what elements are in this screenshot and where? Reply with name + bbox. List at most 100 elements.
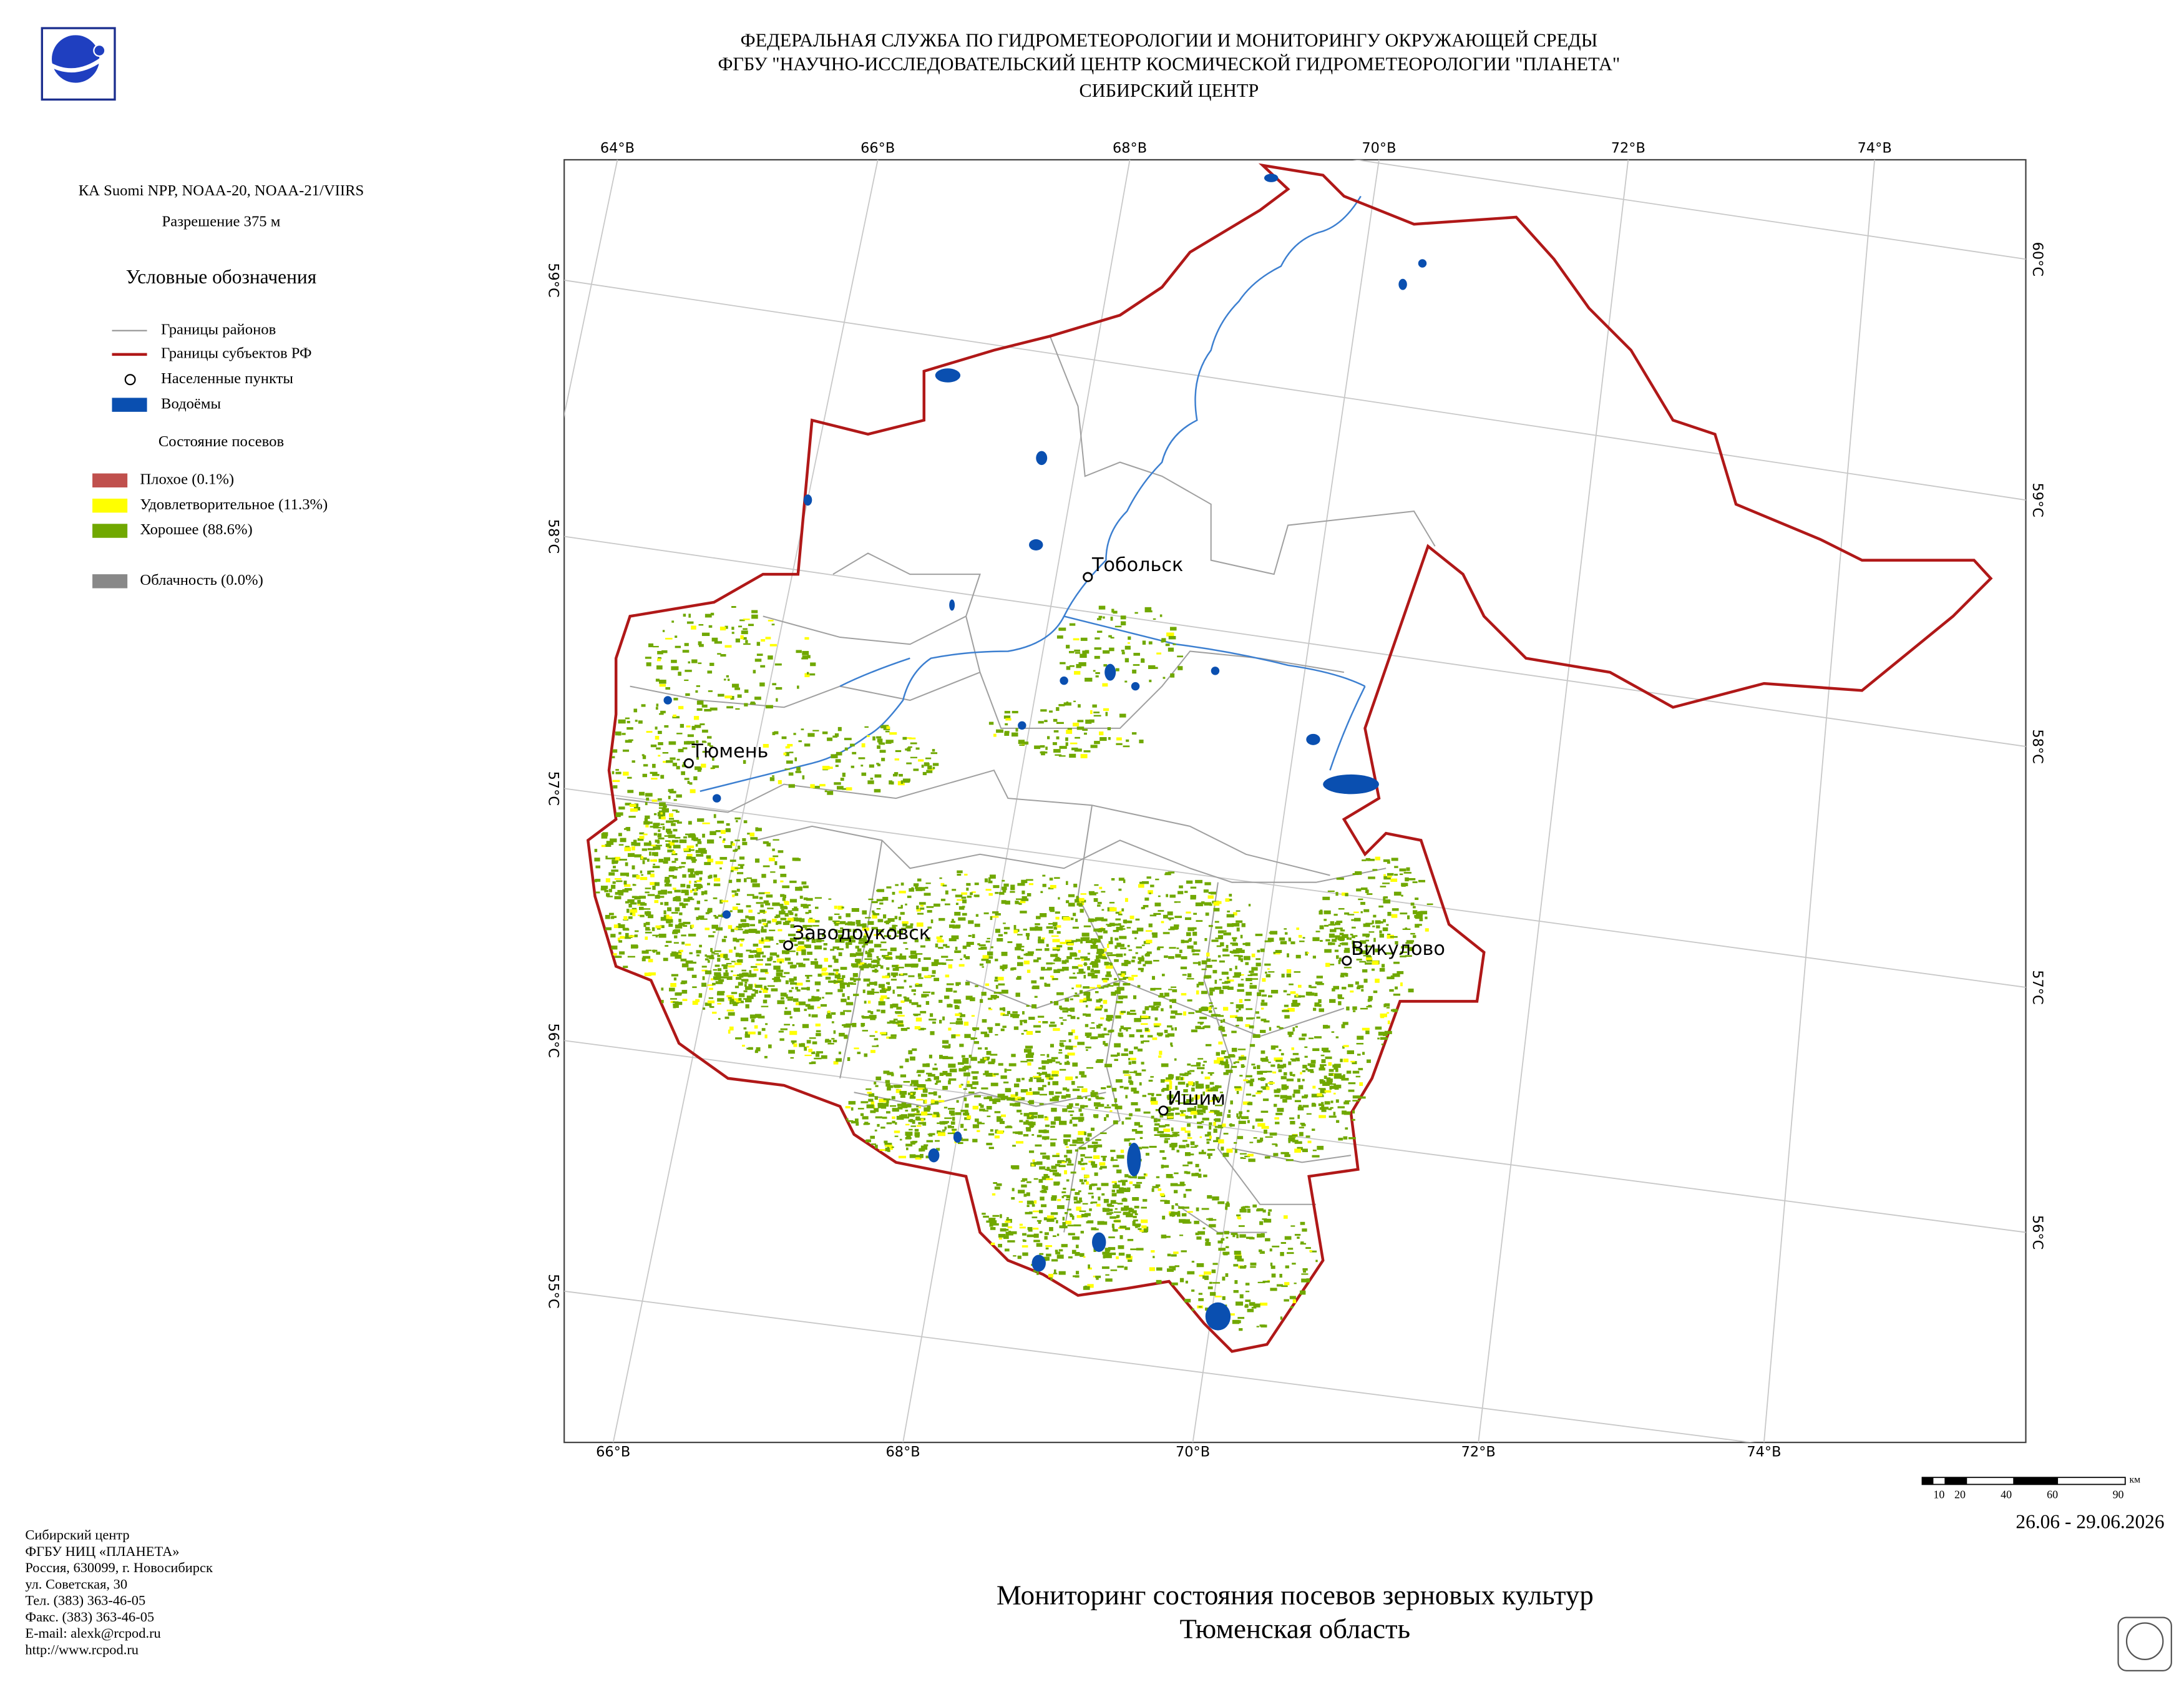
crop-patch (1284, 1015, 1290, 1019)
crop-patch (1268, 1062, 1271, 1063)
crop-patch (1073, 722, 1080, 726)
crop-patch (693, 839, 701, 841)
crop-patch (1066, 1150, 1073, 1154)
crop-patch (797, 941, 804, 945)
crop-patch (1213, 1128, 1217, 1133)
crop-patch (624, 936, 631, 939)
crop-patch (713, 897, 718, 899)
crop-patch (905, 925, 913, 929)
crop-patch (1043, 1217, 1050, 1221)
crop-patch (1138, 957, 1143, 960)
crop-patch (1291, 1059, 1297, 1062)
crop-patch (996, 1183, 1002, 1186)
crop-patch (945, 1072, 952, 1077)
crop-patch (1105, 1274, 1109, 1276)
crop-patch (924, 994, 929, 997)
crop-patch (601, 844, 606, 848)
crop-patch (939, 1020, 942, 1024)
crop-patch (1164, 1138, 1170, 1140)
crop-patch (1119, 1235, 1123, 1239)
crop-patch (968, 1091, 975, 1094)
crop-patch (1098, 615, 1103, 619)
crop-patch (927, 1133, 931, 1135)
crop-patch (1312, 1102, 1315, 1107)
crop-patch (1168, 636, 1176, 640)
crop-patch (643, 833, 648, 836)
crop-patch (1103, 708, 1109, 711)
crop-patch (1035, 1144, 1042, 1147)
crop-patch (1029, 1088, 1032, 1091)
crop-patch (1083, 1163, 1088, 1165)
crop-patch (789, 1016, 792, 1019)
crop-patch (872, 914, 877, 919)
crop-patch (1186, 911, 1191, 914)
crop-patch (1405, 955, 1412, 957)
crop-patch (1026, 1181, 1031, 1183)
crop-patch (774, 861, 778, 866)
crop-patch (952, 1117, 955, 1121)
crop-patch (1012, 1145, 1016, 1147)
crop-patch (671, 912, 678, 914)
crop-patch (806, 672, 809, 675)
crop-patch (627, 776, 632, 779)
crop-patch (1021, 1245, 1028, 1248)
crop-patch (744, 1034, 750, 1038)
crop-patch (914, 1128, 919, 1132)
crop-patch (707, 984, 714, 986)
crop-patch (1083, 1286, 1090, 1290)
crop-patch (1130, 1248, 1138, 1251)
crop-patch (877, 1105, 882, 1108)
crop-patch (751, 614, 758, 619)
crop-patch (1340, 927, 1343, 931)
crop-patch (879, 1098, 887, 1103)
crop-patch (1115, 911, 1121, 914)
crop-patch (791, 987, 794, 989)
crop-patch (1116, 927, 1123, 931)
crop-patch (998, 1234, 1006, 1238)
crop-patch (1113, 982, 1119, 986)
crop-patch (1061, 1191, 1066, 1193)
crop-patch (1280, 941, 1287, 945)
crop-patch (1225, 1203, 1230, 1207)
scale-label: 90 (2113, 1488, 2124, 1500)
crop-patch (892, 967, 899, 971)
crop-patch (1319, 1008, 1324, 1012)
crop-patch (890, 1105, 897, 1107)
crop-patch (1045, 746, 1048, 750)
crop-patch (1015, 947, 1021, 951)
crop-patch (1183, 1193, 1186, 1198)
crop-patch (1156, 947, 1161, 951)
crop-patch (1260, 948, 1265, 952)
crop-patch (1264, 1020, 1270, 1023)
crop-patch (666, 760, 673, 763)
crop-patch (872, 1045, 877, 1047)
crop-patch (1002, 886, 1007, 891)
crop-patch (1041, 1065, 1046, 1070)
crop-patch (1280, 1151, 1289, 1155)
crop-patch (1133, 1184, 1138, 1186)
crop-patch (748, 929, 756, 933)
crop-patch (1093, 1155, 1100, 1160)
crop-patch (763, 865, 770, 868)
crop-patch (1028, 1017, 1035, 1020)
crop-patch (1093, 942, 1096, 946)
crop-patch (1152, 934, 1158, 938)
crop-patch (1073, 1275, 1078, 1278)
crop-patch (645, 931, 652, 934)
crop-patch (765, 936, 773, 940)
crop-patch (1260, 1019, 1267, 1022)
crop-patch (689, 782, 693, 785)
crop-patch (1222, 1019, 1226, 1023)
crop-patch (1013, 1026, 1019, 1030)
crop-patch (682, 904, 686, 908)
crop-patch (1068, 894, 1075, 897)
crop-patch (663, 861, 668, 864)
crop-patch (1039, 1103, 1044, 1105)
crop-patch (1062, 1221, 1066, 1226)
crop-patch (1068, 651, 1075, 653)
crop-patch (665, 945, 669, 947)
crop-patch (648, 841, 651, 844)
crop-patch (646, 858, 650, 862)
crop-patch (696, 854, 704, 857)
crop-patch (784, 957, 791, 961)
